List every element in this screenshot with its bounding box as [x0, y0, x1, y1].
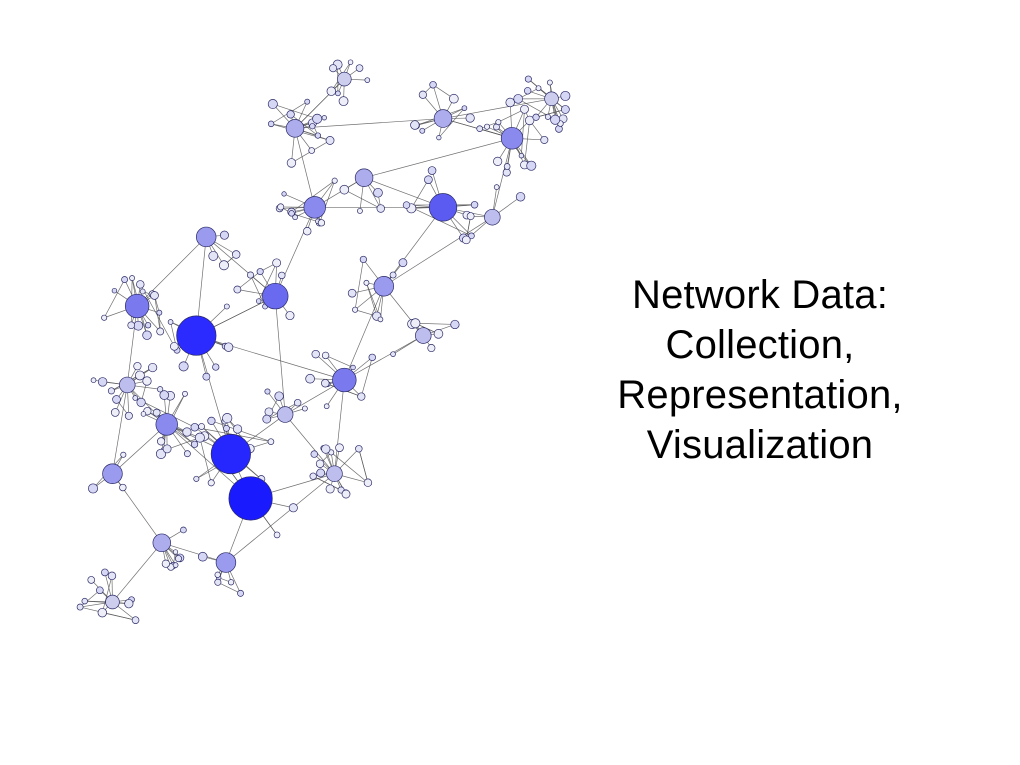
title-line-1: Network Data: — [632, 273, 888, 317]
slide-title: Network Data: Collection, Representation… — [530, 270, 990, 470]
title-line-3: Representation, — [617, 373, 902, 417]
network-diagram — [15, 10, 575, 750]
title-line-2: Collection, — [666, 323, 855, 367]
title-line-4: Visualization — [647, 423, 873, 467]
slide-stage: Network Data: Collection, Representation… — [0, 0, 1020, 765]
